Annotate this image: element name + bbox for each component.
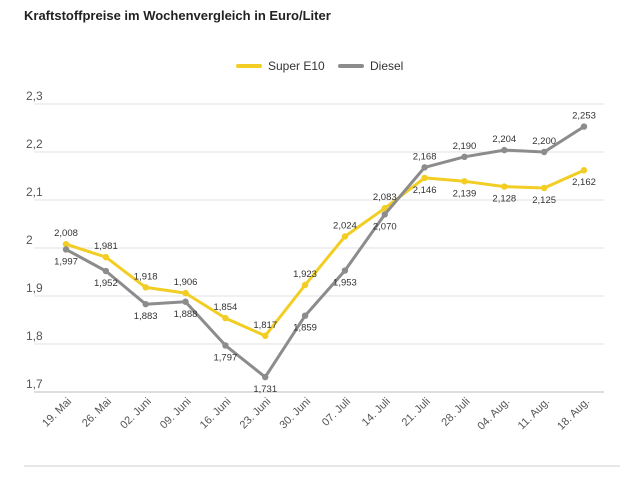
data-label: 1,854 xyxy=(213,302,237,313)
data-label: 1,859 xyxy=(293,323,317,334)
x-tick-label: 30. Juni xyxy=(277,396,313,432)
data-point xyxy=(142,284,149,291)
data-label: 2,125 xyxy=(532,195,556,206)
data-point xyxy=(222,314,229,322)
data-label: 1,952 xyxy=(94,278,118,289)
x-tick-label: 16. Juni xyxy=(198,396,234,432)
y-tick-label: 2,3 xyxy=(26,89,43,103)
series-line xyxy=(64,125,586,379)
data-label: 2,070 xyxy=(373,221,397,232)
y-tick-label: 1,7 xyxy=(26,377,43,391)
data-label: 2,146 xyxy=(413,185,437,196)
data-point xyxy=(182,298,189,305)
data-point xyxy=(182,289,189,297)
data-point xyxy=(580,123,588,130)
x-tick-label: 23. Juni xyxy=(238,396,274,432)
chart-title: Kraftstoffpreise im Wochenvergleich in E… xyxy=(24,8,331,23)
x-tick-label: 21. Juli xyxy=(400,396,433,429)
data-point xyxy=(501,146,508,154)
data-label: 2,162 xyxy=(572,177,596,188)
data-point xyxy=(102,267,110,275)
data-point xyxy=(62,246,70,253)
x-tick-label: 19. Mai xyxy=(40,396,74,430)
data-label: 1,797 xyxy=(213,352,237,363)
data-label: 2,190 xyxy=(453,141,477,152)
data-label: 1,923 xyxy=(293,269,317,280)
x-tick-label: 18. Aug. xyxy=(555,396,592,433)
data-point xyxy=(262,373,269,381)
x-tick-label: 26. Mai xyxy=(80,396,114,430)
data-point xyxy=(341,233,349,240)
data-label: 1,981 xyxy=(94,241,118,252)
data-point xyxy=(540,148,548,156)
data-label: 2,253 xyxy=(572,111,596,122)
data-point xyxy=(142,300,149,308)
data-label: 2,200 xyxy=(532,136,556,147)
data-label: 2,128 xyxy=(492,194,516,205)
y-tick-label: 1,8 xyxy=(26,329,43,343)
data-label: 1,997 xyxy=(54,256,78,267)
x-tick-label: 09. Juni xyxy=(158,396,194,432)
data-label: 1,888 xyxy=(174,309,198,320)
data-point xyxy=(461,178,468,185)
data-label: 1,918 xyxy=(134,271,158,282)
data-label: 2,139 xyxy=(453,188,477,199)
data-label: 2,008 xyxy=(54,228,78,239)
data-point xyxy=(461,153,468,160)
legend-label: Super E10 xyxy=(268,59,325,73)
data-label: 2,168 xyxy=(413,151,437,162)
data-point xyxy=(381,211,388,218)
data-point xyxy=(301,281,309,289)
data-label: 1,906 xyxy=(174,277,198,288)
data-label: 1,953 xyxy=(333,278,357,289)
x-tick-label: 28. Juli xyxy=(439,396,472,429)
y-tick-label: 1,9 xyxy=(26,281,43,295)
data-label: 2,024 xyxy=(333,220,357,231)
data-label: 2,083 xyxy=(373,192,397,203)
data-point xyxy=(341,267,349,274)
data-label: 1,731 xyxy=(253,384,277,395)
data-label: 2,204 xyxy=(492,134,516,145)
x-tick-label: 07. Juli xyxy=(320,396,353,429)
data-point xyxy=(62,240,70,248)
data-point xyxy=(301,312,309,319)
x-tick-label: 11. Aug. xyxy=(516,396,552,432)
data-point xyxy=(501,183,508,190)
data-point xyxy=(580,167,588,174)
x-tick-label: 14. Juli xyxy=(360,396,393,429)
data-point xyxy=(102,253,110,261)
y-tick-label: 2 xyxy=(26,233,33,247)
data-point xyxy=(381,204,388,212)
x-tick-label: 04. Aug. xyxy=(475,396,512,433)
data-point xyxy=(540,184,548,192)
data-point xyxy=(222,342,229,349)
legend-label: Diesel xyxy=(370,59,403,73)
data-point xyxy=(262,332,269,340)
x-tick-label: 02. Juni xyxy=(118,396,154,432)
data-label: 1,817 xyxy=(253,320,277,331)
data-label: 1,883 xyxy=(134,311,158,322)
y-tick-label: 2,1 xyxy=(26,185,43,199)
series-line xyxy=(64,168,586,338)
data-point xyxy=(421,164,428,171)
y-tick-label: 2,2 xyxy=(26,137,43,151)
data-point xyxy=(421,174,428,182)
